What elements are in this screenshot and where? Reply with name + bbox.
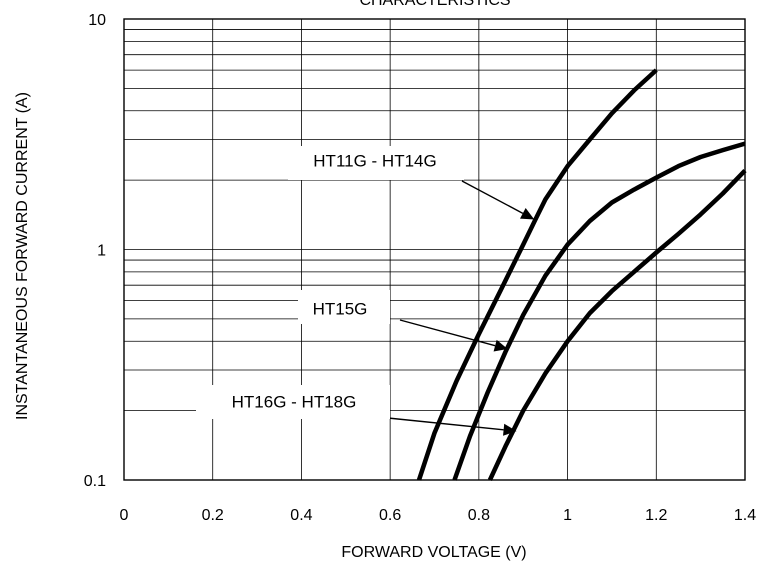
series-line-3 [487,169,747,481]
x-tick-label: 0.4 [290,507,312,524]
annotation-arrowhead-3 [503,423,517,436]
plot-grid [124,19,745,480]
annotation-arrow-3 [387,417,504,431]
annotation-label-1: HT11G - HT14G [313,151,436,170]
annotation-arrowhead-2 [493,339,508,352]
annotation-arrow-1 [461,180,524,214]
y-tick-label: 1 [97,243,106,260]
y-tick-label: 10 [88,12,106,29]
x-tick-label: 1.2 [645,507,667,524]
annotation-label-3: HT16G - HT18G [232,392,357,411]
annotation-labels: HT11G - HT14G HT15G HT16G - HT18G [196,146,464,419]
annotation-arrow-2 [399,319,496,347]
annotation-label-bg-2 [298,290,390,324]
x-tick-label: 1 [563,507,572,524]
x-tick-label: 0 [120,507,129,524]
plot-frame [123,18,746,481]
annotation-arrows [387,180,535,436]
x-tick-label: 0.2 [202,507,224,524]
x-tick-label: 1.4 [734,507,756,524]
annotation-label-bg-3 [196,385,390,419]
x-axis-title: FORWARD VOLTAGE (V) [341,544,526,561]
x-tick-labels: 0 0.2 0.4 0.6 0.8 1 1.2 1.4 [120,507,757,524]
x-tick-label: 0.6 [379,507,401,524]
series-line-1 [416,68,658,481]
annotation-arrowhead-1 [520,208,535,220]
series-curves [416,68,747,481]
y-axis-title: INSTANTANEOUS FORWARD CURRENT (A) [14,92,31,420]
annotation-label-bg-1 [288,146,464,180]
y-tick-labels: 0.1 1 10 [84,12,106,490]
series-line-2 [452,141,746,481]
y-tick-label: 0.1 [84,473,106,490]
chart-title: CHARACTERISTICS [359,0,510,9]
annotation-label-2: HT15G [313,299,368,318]
x-tick-label: 0.8 [468,507,490,524]
